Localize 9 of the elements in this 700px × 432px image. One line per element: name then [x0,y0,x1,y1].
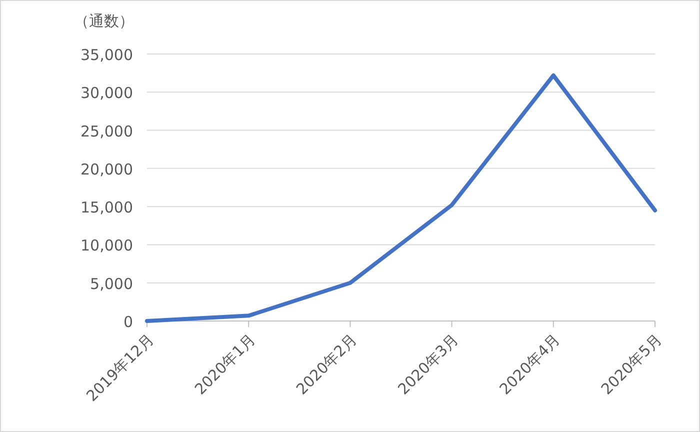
y-tick-label: 0 [123,313,133,331]
y-tick-label: 25,000 [80,122,133,140]
y-tick-label: 30,000 [80,84,133,102]
y-tick-label: 15,000 [80,198,133,217]
y-tick-label: 35,000 [80,46,133,64]
y-tick-label: 10,000 [80,236,133,255]
y-tick-label: 20,000 [80,160,133,178]
y-axis-title: （通数） [74,12,134,30]
y-tick-label: 5,000 [90,274,133,293]
